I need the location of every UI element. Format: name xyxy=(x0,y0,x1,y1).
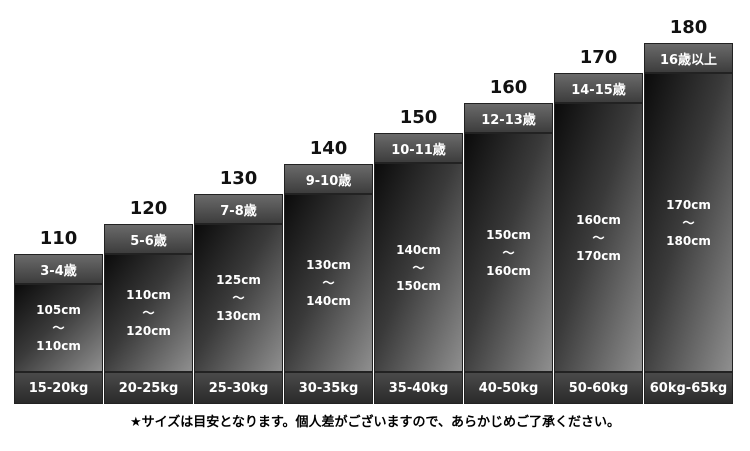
size-column: 150 10-11歳 140cm ～ 150cm 35-40kg xyxy=(374,0,463,404)
weight-label: 25-30kg xyxy=(194,372,283,404)
height-to: 170cm xyxy=(576,248,621,263)
height-range-bar: 140cm ～ 150cm xyxy=(374,163,463,372)
height-to: 110cm xyxy=(36,339,81,353)
weight-label: 60kg-65kg xyxy=(644,372,733,404)
size-column: 180 16歳以上 170cm ～ 180cm 60kg-65kg xyxy=(644,0,733,404)
age-label: 10-11歳 xyxy=(374,133,463,163)
height-range-bar: 160cm ～ 170cm xyxy=(554,103,643,372)
height-from: 160cm xyxy=(576,212,621,227)
age-label: 16歳以上 xyxy=(644,43,733,73)
height-range-bar: 105cm ～ 110cm xyxy=(14,284,103,372)
weight-label: 15-20kg xyxy=(14,372,103,404)
height-range-bar: 125cm ～ 130cm xyxy=(194,224,283,372)
age-label: 14-15歳 xyxy=(554,73,643,103)
tilde: ～ xyxy=(502,245,515,260)
tilde: ～ xyxy=(322,276,335,290)
tilde: ～ xyxy=(592,230,605,245)
height-from: 110cm xyxy=(126,288,171,302)
height-to: 160cm xyxy=(486,263,531,278)
size-label: 120 xyxy=(129,198,168,219)
weight-label: 35-40kg xyxy=(374,372,463,404)
footnote: ★サイズは目安となります。個人差がございますので、あらかじめご了承ください。 xyxy=(129,415,621,430)
size-label: 110 xyxy=(39,228,78,249)
size-label: 130 xyxy=(219,168,258,189)
age-label: 9-10歳 xyxy=(284,164,373,194)
tilde: ～ xyxy=(52,321,65,335)
height-range-bar: 170cm ～ 180cm xyxy=(644,73,733,372)
height-range-bar: 110cm ～ 120cm xyxy=(104,254,193,372)
weight-label: 50-60kg xyxy=(554,372,643,404)
tilde: ～ xyxy=(412,260,425,275)
size-column: 120 5-6歳 110cm ～ 120cm 20-25kg xyxy=(104,0,193,404)
height-to: 150cm xyxy=(396,278,441,293)
height-to: 130cm xyxy=(216,309,261,323)
weight-label: 30-35kg xyxy=(284,372,373,404)
height-from: 150cm xyxy=(486,227,531,242)
age-label: 7-8歳 xyxy=(194,194,283,224)
weight-label: 20-25kg xyxy=(104,372,193,404)
height-range-bar: 130cm ～ 140cm xyxy=(284,194,373,372)
height-to: 140cm xyxy=(306,294,351,308)
size-column: 140 9-10歳 130cm ～ 140cm 30-35kg xyxy=(284,0,373,404)
size-column: 110 3-4歳 105cm ～ 110cm 15-20kg xyxy=(14,0,103,404)
size-label: 160 xyxy=(489,77,528,98)
tilde: ～ xyxy=(682,215,695,230)
height-to: 120cm xyxy=(126,324,171,338)
size-label: 150 xyxy=(399,107,438,128)
height-from: 130cm xyxy=(306,258,351,272)
height-from: 125cm xyxy=(216,273,261,287)
size-column: 160 12-13歳 150cm ～ 160cm 40-50kg xyxy=(464,0,553,404)
height-from: 170cm xyxy=(666,197,711,212)
age-label: 3-4歳 xyxy=(14,254,103,284)
height-from: 105cm xyxy=(36,303,81,317)
size-label: 140 xyxy=(309,138,348,159)
tilde: ～ xyxy=(142,306,155,320)
size-column: 130 7-8歳 125cm ～ 130cm 25-30kg xyxy=(194,0,283,404)
height-to: 180cm xyxy=(666,233,711,248)
age-label: 5-6歳 xyxy=(104,224,193,254)
height-from: 140cm xyxy=(396,242,441,257)
size-label: 180 xyxy=(669,17,708,38)
age-label: 12-13歳 xyxy=(464,103,553,133)
tilde: ～ xyxy=(232,291,245,305)
height-range-bar: 150cm ～ 160cm xyxy=(464,133,553,372)
size-column: 170 14-15歳 160cm ～ 170cm 50-60kg xyxy=(554,0,643,404)
size-label: 170 xyxy=(579,47,618,68)
weight-label: 40-50kg xyxy=(464,372,553,404)
